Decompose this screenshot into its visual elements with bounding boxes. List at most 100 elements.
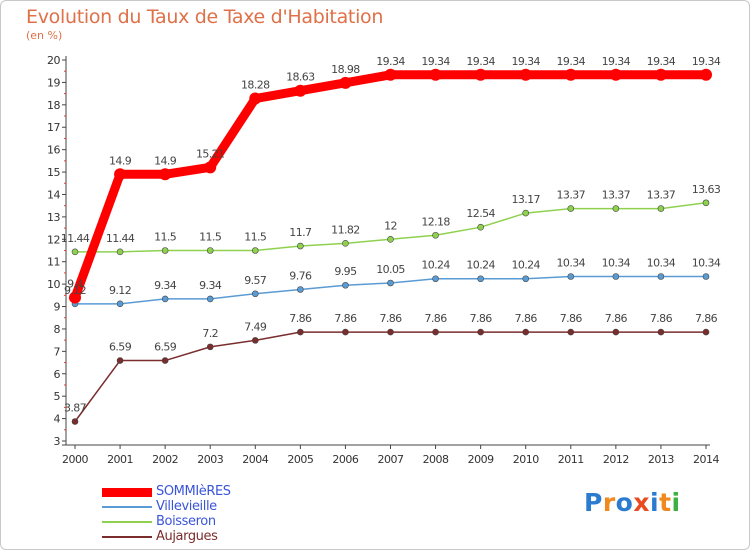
data-label: 7.49 xyxy=(244,320,267,333)
data-point xyxy=(206,343,214,351)
data-point xyxy=(251,337,259,344)
data-point xyxy=(612,273,620,280)
data-point xyxy=(387,328,394,336)
x-tick-label: 2013 xyxy=(648,453,674,466)
x-tick-label: 2006 xyxy=(332,453,358,466)
data-label: 9.57 xyxy=(244,274,267,287)
data-label: 13.63 xyxy=(692,183,721,196)
data-point xyxy=(161,295,169,303)
data-label: 12 xyxy=(384,219,397,232)
data-point xyxy=(654,68,667,81)
data-label: 7.86 xyxy=(334,312,357,325)
chart-subtitle: (en %) xyxy=(26,29,63,42)
y-tick-label: 13 xyxy=(47,211,60,224)
logo-letter: i xyxy=(671,488,681,517)
data-label: 10.24 xyxy=(421,259,450,272)
x-tick-label: 2010 xyxy=(513,453,539,466)
data-point xyxy=(342,281,349,289)
data-label: 7.2 xyxy=(202,327,218,340)
y-tick-label: 16 xyxy=(47,144,60,157)
y-tick-label: 10 xyxy=(47,278,60,291)
x-tick-label: 2008 xyxy=(423,453,449,466)
data-label: 10.34 xyxy=(602,256,631,269)
data-label: 12.18 xyxy=(421,215,450,228)
data-point xyxy=(657,328,665,336)
x-tick-label: 2001 xyxy=(107,453,133,466)
logo-letter: P xyxy=(584,488,603,517)
data-label: 7.86 xyxy=(289,312,312,325)
data-point xyxy=(657,273,665,280)
x-tick-label: 2005 xyxy=(287,453,313,466)
data-point xyxy=(522,209,530,217)
data-point xyxy=(567,328,575,336)
data-point xyxy=(432,275,439,283)
data-label: 13.37 xyxy=(602,189,631,202)
legend-swatch xyxy=(102,488,152,497)
data-point xyxy=(69,291,81,304)
legend-swatch xyxy=(102,536,152,538)
legend-label: SOMMIèRES xyxy=(156,484,231,499)
data-point xyxy=(249,92,262,105)
data-point xyxy=(432,231,439,239)
data-point xyxy=(116,248,124,256)
data-point xyxy=(297,242,304,250)
y-tick-label: 6 xyxy=(54,368,61,381)
data-label: 11.44 xyxy=(61,232,90,245)
data-label: 13.17 xyxy=(511,193,540,206)
data-point xyxy=(387,235,394,243)
data-point xyxy=(564,68,577,81)
data-label: 9.34 xyxy=(154,279,177,292)
data-point xyxy=(657,205,665,212)
data-point xyxy=(429,68,442,81)
legend-swatch xyxy=(102,521,152,523)
data-label: 9.12 xyxy=(109,284,131,297)
data-label: 9.12 xyxy=(64,284,86,297)
data-label: 7.86 xyxy=(515,312,538,325)
data-label: 19.34 xyxy=(692,55,721,68)
data-label: 11.5 xyxy=(154,231,177,244)
data-point xyxy=(116,357,124,364)
data-point xyxy=(702,328,710,336)
legend-label: Boisseron xyxy=(156,514,216,529)
data-label: 18.98 xyxy=(331,63,360,76)
data-label: 18.63 xyxy=(286,71,315,84)
logo-letter: t xyxy=(659,488,672,517)
data-label: 10.34 xyxy=(557,256,586,269)
y-tick-label: 15 xyxy=(47,166,60,179)
y-tick-label: 12 xyxy=(47,233,60,246)
data-point xyxy=(519,68,532,81)
data-point xyxy=(251,290,259,298)
data-label: 19.34 xyxy=(421,55,450,68)
legend-label: Aujargues xyxy=(156,529,218,544)
y-tick-label: 9 xyxy=(54,301,61,314)
data-point xyxy=(297,328,304,336)
data-point xyxy=(477,275,484,283)
data-label: 13.37 xyxy=(557,189,586,202)
data-label: 11.5 xyxy=(199,231,222,244)
data-label: 11.82 xyxy=(331,223,360,236)
data-point xyxy=(567,273,575,280)
data-point xyxy=(702,273,710,280)
data-point xyxy=(206,295,214,303)
legend-label: Villevieille xyxy=(156,499,217,514)
data-label: 3.87 xyxy=(64,402,87,415)
data-point xyxy=(522,328,530,336)
data-label: 14.9 xyxy=(109,154,132,167)
data-label: 6.59 xyxy=(109,341,132,354)
data-point xyxy=(206,247,214,254)
y-tick-label: 17 xyxy=(47,121,60,134)
data-label: 9.95 xyxy=(334,265,357,278)
data-label: 19.34 xyxy=(466,55,495,68)
data-point xyxy=(71,418,79,425)
data-label: 7.86 xyxy=(650,312,673,325)
data-point xyxy=(161,357,169,364)
x-tick-label: 2014 xyxy=(693,453,719,466)
x-tick-label: 2003 xyxy=(197,453,223,466)
data-label: 19.34 xyxy=(602,55,631,68)
x-tick-label: 2004 xyxy=(242,453,268,466)
data-point xyxy=(384,68,397,81)
data-label: 6.59 xyxy=(154,341,177,354)
chart-title: Evolution du Taux de Taxe d'Habitation xyxy=(26,6,384,28)
data-label: 18.28 xyxy=(241,79,270,92)
